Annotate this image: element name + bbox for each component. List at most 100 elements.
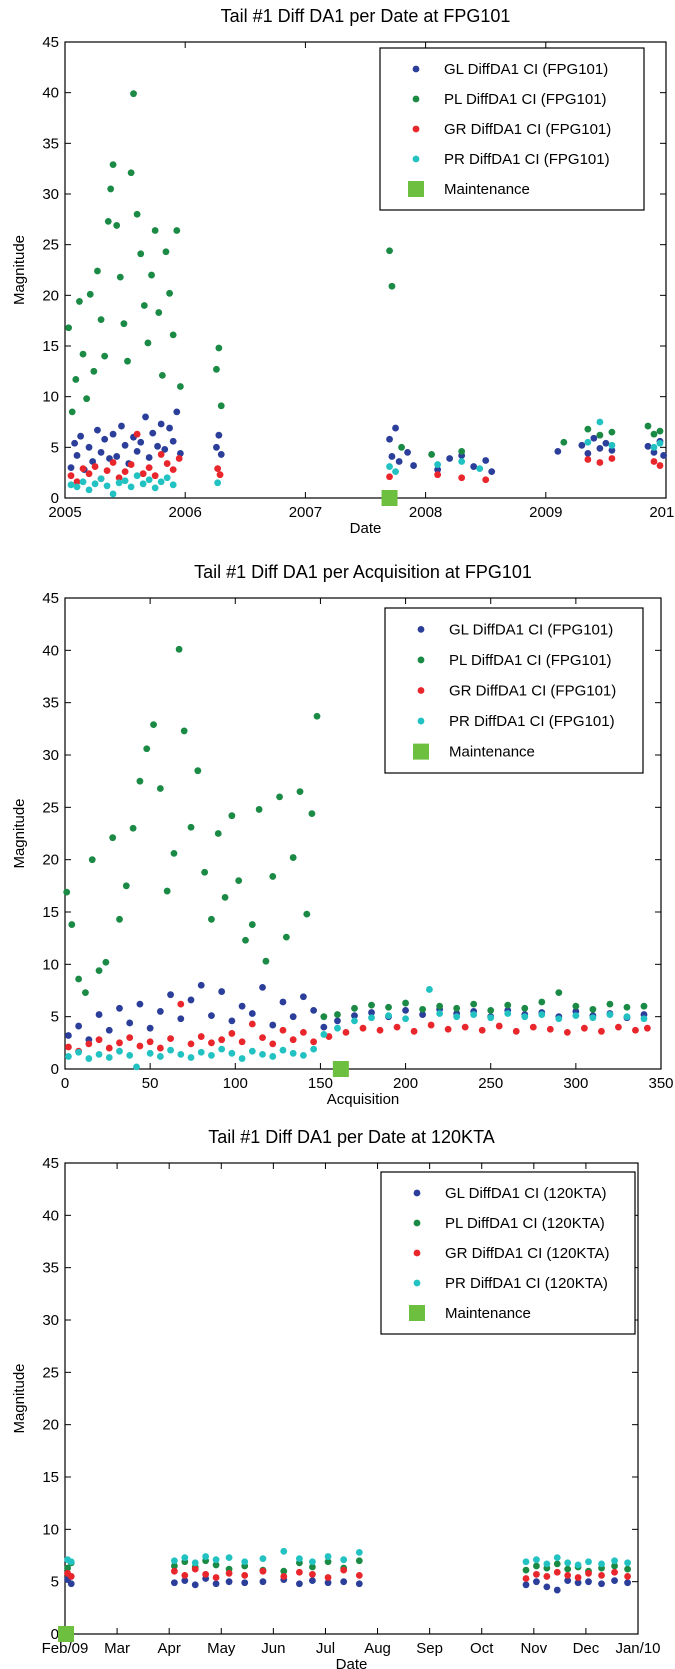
chart2-data-point — [310, 1006, 318, 1014]
chart2-data-point — [208, 1012, 215, 1020]
chart2-data-point — [238, 1038, 246, 1046]
chart3-data-point — [64, 1564, 72, 1572]
chart1-data-point — [169, 481, 177, 489]
chart1-xlabel: Date — [350, 520, 382, 537]
chart2-data-point — [221, 893, 229, 901]
chart2-data-point — [156, 1053, 164, 1060]
chart1-data-point — [137, 250, 145, 258]
chart2-data-point — [129, 824, 137, 832]
chart3-data-point — [564, 1565, 572, 1573]
chart1-data-point — [470, 463, 478, 470]
chart1-data-point — [149, 429, 157, 437]
chart2-data-point — [289, 1013, 297, 1021]
chart1-ytick-label: 10 — [42, 389, 59, 406]
chart2-data-point — [289, 854, 297, 861]
chart3-data-point — [170, 1579, 178, 1587]
chart2-data-point — [436, 1002, 444, 1010]
chart2-data-point — [143, 745, 151, 753]
chart1-data-point — [113, 222, 121, 229]
chart1-series-1 — [67, 408, 667, 476]
chart2-data-point — [218, 988, 226, 995]
chart1-data-point — [151, 472, 159, 480]
chart1-data-point — [458, 474, 466, 482]
chart1-data-point — [76, 298, 83, 305]
chart3-ytick-label: 25 — [42, 1364, 59, 1381]
chart2-xtick-label: 350 — [648, 1075, 673, 1092]
chart2-ytick-label: 25 — [42, 799, 59, 816]
chart1-data-point — [216, 471, 224, 479]
chart3-xtick-label: Jul — [316, 1640, 335, 1657]
chart3-data-point — [624, 1573, 631, 1580]
chart2-data-point — [228, 1030, 236, 1037]
chart3-data-point — [355, 1548, 363, 1556]
chart1-legend-entry: GR DiffDA1 CI (FPG101) — [444, 121, 611, 138]
chart3-xtick-label: Nov — [520, 1640, 547, 1657]
chart1-data-point — [121, 468, 129, 476]
chart2-data-point — [487, 1014, 495, 1022]
chart2-data-point — [643, 1024, 651, 1032]
chart2-data-point — [279, 998, 287, 1006]
chart3-data-point — [324, 1579, 332, 1587]
chart1-data-point — [214, 465, 222, 473]
chart1-xtick-label: 2006 — [169, 504, 202, 521]
chart3-data-point — [241, 1558, 249, 1566]
chart1-data-point — [109, 430, 117, 438]
chart1-data-point — [85, 486, 93, 494]
chart1-data-point — [151, 484, 159, 492]
chart3-legend-entry: PR DiffDA1 CI (120KTA) — [445, 1275, 608, 1292]
chart2-data-point — [334, 1011, 341, 1018]
chart3-data-point — [67, 1573, 75, 1580]
chart1-data-point — [482, 476, 490, 484]
chart2-data-point — [197, 981, 205, 989]
chart2-xtick-label: 300 — [563, 1075, 588, 1092]
chart1-data-point — [434, 466, 442, 474]
chart1-data-point — [130, 90, 137, 98]
chart2-data-point — [359, 1024, 367, 1032]
chart3-data-point — [170, 1562, 178, 1570]
chart3-ytick-label: 30 — [42, 1312, 59, 1329]
chart1-data-point — [395, 458, 403, 465]
chart1-data-point — [121, 477, 129, 485]
chart3-data-point — [212, 1556, 220, 1564]
chart1-data-point — [157, 478, 165, 486]
chart2-data-point — [461, 1023, 469, 1031]
chart2-data-point — [228, 812, 236, 820]
chart3-data-point — [553, 1560, 561, 1568]
chart1-data-point — [109, 459, 117, 466]
chart3-ylabel: Magnitude — [11, 1363, 28, 1433]
chart3-data-point — [225, 1569, 233, 1577]
chart1-data-point — [434, 461, 442, 468]
chart1-data-point — [173, 408, 181, 416]
chart2-data-point — [269, 873, 277, 880]
chart2-data-point — [419, 1005, 426, 1013]
chart1-xtick-label: 2008 — [409, 504, 442, 521]
chart2-data-point — [419, 1011, 426, 1018]
chart2-legend-entry: PR DiffDA1 CI (FPG101) — [449, 713, 615, 730]
chart1-data-point — [398, 443, 405, 451]
chart3-data-point — [191, 1565, 199, 1573]
chart3-ytick-label: 35 — [42, 1260, 59, 1277]
chart1-ytick-label: 35 — [42, 135, 59, 152]
chart2-title: Tail #1 Diff DA1 per Acquisition at FPG1… — [194, 562, 532, 582]
chart2-data-point — [167, 991, 174, 999]
chart1-ytick-label: 45 — [42, 34, 59, 51]
chart1-data-point — [173, 227, 181, 234]
chart1-data-point — [72, 376, 80, 383]
chart2-data-point — [572, 1002, 580, 1010]
chart1-data-point — [584, 438, 592, 446]
chart1-data-point — [115, 479, 123, 487]
chart1-data-point — [434, 471, 442, 479]
chart3-data-point — [624, 1579, 631, 1587]
chart2-data-point — [82, 989, 89, 996]
chart2-data-point — [259, 1034, 266, 1041]
chart3-data-point — [212, 1580, 220, 1588]
chart2-maintenance-marker — [332, 1061, 349, 1077]
chart3-xtick-label: Jan/10 — [615, 1640, 660, 1657]
chart2-data-point — [444, 1025, 452, 1033]
chart2-data-point — [156, 1008, 164, 1015]
chart3-data-point — [355, 1571, 363, 1579]
chart2-data-point — [504, 1001, 512, 1009]
chart1-data-point — [650, 443, 658, 451]
chart1-data-point — [145, 454, 153, 461]
chart1-data-point — [578, 441, 586, 449]
